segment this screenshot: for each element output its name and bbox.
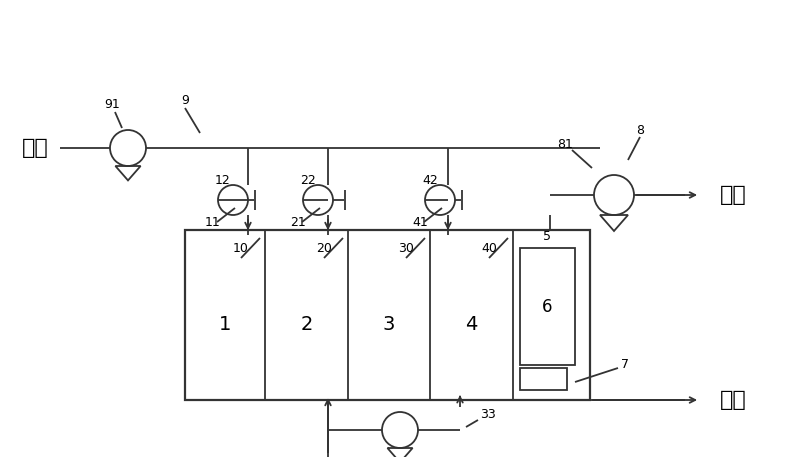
Text: 6: 6 [542,298,553,315]
Text: 7: 7 [621,358,629,372]
Text: 12: 12 [215,174,230,186]
Text: 4: 4 [466,315,478,335]
Text: 5: 5 [543,229,551,243]
Bar [520,248,575,365]
Text: 2: 2 [300,315,313,335]
Bar [185,230,590,400]
Text: 8: 8 [636,123,644,137]
Text: 9: 9 [181,94,189,106]
Text: 21: 21 [290,216,306,228]
Text: 42: 42 [422,174,438,186]
Text: 3: 3 [383,315,395,335]
Text: 污泥: 污泥 [720,390,746,410]
Text: 10: 10 [233,241,249,255]
Text: 11: 11 [205,216,221,228]
Text: 40: 40 [481,241,497,255]
Text: 30: 30 [398,241,414,255]
Text: 污水: 污水 [22,138,48,158]
Text: 91: 91 [104,99,120,112]
Text: 41: 41 [412,216,428,228]
Text: 20: 20 [316,241,332,255]
Text: 22: 22 [300,174,316,186]
Text: 1: 1 [219,315,231,335]
Text: 清水: 清水 [720,185,746,205]
Bar [520,368,567,390]
Text: 33: 33 [480,409,496,421]
Text: 81: 81 [557,138,573,152]
